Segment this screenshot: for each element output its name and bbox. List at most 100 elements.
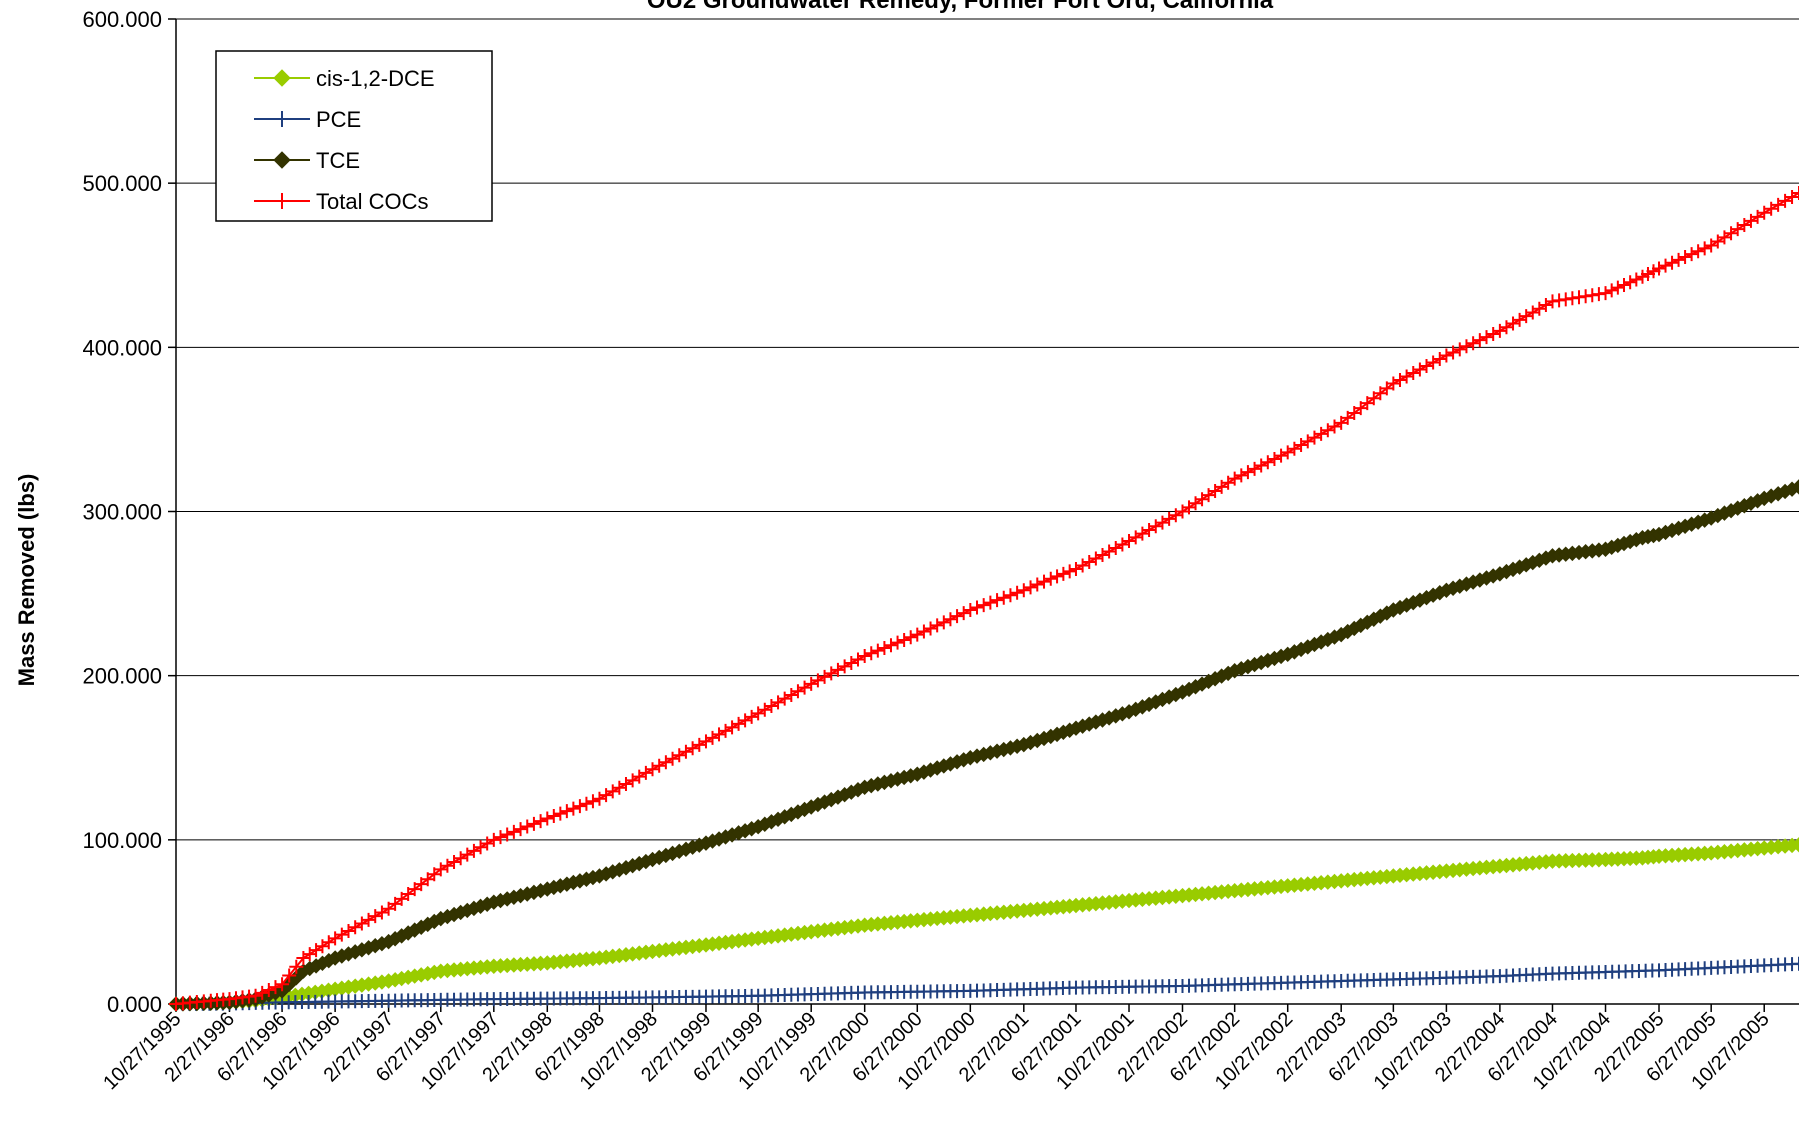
legend-marker <box>274 111 290 127</box>
data-point <box>910 627 925 642</box>
y-axis: 0.000 100.000 200.000 300.000 400.000 500.000… <box>82 7 177 1017</box>
data-point <box>1386 376 1401 391</box>
data-point <box>645 762 660 777</box>
data-point <box>1068 561 1083 576</box>
data-point <box>1697 241 1712 256</box>
data-point <box>923 621 938 636</box>
data-point <box>943 612 958 627</box>
data-point <box>520 819 535 834</box>
data-point <box>1452 342 1467 357</box>
data-point <box>1671 252 1686 267</box>
legend-entry: TCE <box>254 148 360 173</box>
data-point <box>1439 348 1454 363</box>
data-point <box>744 709 759 724</box>
data-point <box>698 734 713 749</box>
data-point <box>1227 471 1242 486</box>
data-point <box>850 652 865 667</box>
data-point <box>810 673 825 688</box>
legend-entry: Total COCs <box>254 189 428 214</box>
data-point <box>890 635 905 650</box>
data-point <box>665 751 680 766</box>
y-tick-label: 300.000 <box>82 500 162 525</box>
data-point <box>1016 583 1031 598</box>
data-point <box>1240 465 1255 480</box>
data-point <box>1479 330 1494 345</box>
data-point <box>261 983 276 998</box>
data-point <box>1095 548 1110 563</box>
data-point <box>1392 372 1407 387</box>
data-point <box>1010 585 1025 600</box>
data-point <box>255 985 270 1000</box>
data-point <box>559 804 574 819</box>
data-point <box>1466 336 1481 351</box>
data-point <box>1043 571 1058 586</box>
series-pce <box>169 956 1799 1011</box>
data-point <box>738 713 753 728</box>
data-point <box>1082 554 1097 569</box>
data-point <box>1003 588 1018 603</box>
data-point <box>1591 287 1606 302</box>
data-point <box>1432 352 1447 367</box>
legend-entry: PCE <box>254 107 361 132</box>
data-point <box>1267 451 1282 466</box>
data-point <box>1108 541 1123 556</box>
data-point <box>1558 292 1573 307</box>
data-point <box>282 968 297 983</box>
legend-marker <box>274 193 290 209</box>
data-point <box>1678 250 1693 265</box>
data-point <box>1629 272 1644 287</box>
series-tce <box>168 479 1799 1012</box>
data-point <box>685 741 700 756</box>
gridlines <box>176 18 1799 841</box>
y-tick-label: 500.000 <box>82 171 162 196</box>
data-point <box>950 609 965 624</box>
data-point <box>275 977 290 992</box>
data-point <box>916 624 931 639</box>
data-point <box>1037 574 1052 589</box>
legend-label: TCE <box>316 148 360 173</box>
data-point <box>936 615 951 630</box>
legend: cis-1,2-DCE PCE TCE Total COCs <box>215 50 493 222</box>
data-point <box>1426 355 1441 370</box>
data-point <box>718 723 733 738</box>
data-point <box>533 814 548 829</box>
data-point <box>1604 283 1619 298</box>
legend-label: Total COCs <box>316 189 428 214</box>
data-point <box>1486 326 1501 341</box>
data-point <box>864 646 879 661</box>
plot-series <box>168 186 1799 1012</box>
data-point <box>1684 247 1699 262</box>
data-point <box>526 816 541 831</box>
data-point <box>289 959 304 974</box>
data-point <box>1610 280 1625 295</box>
data-point <box>1578 289 1593 304</box>
data-point <box>844 655 859 670</box>
data-point <box>486 832 501 847</box>
data-point <box>976 598 991 613</box>
data-point <box>1652 261 1666 276</box>
data-point <box>572 799 587 814</box>
data-point <box>824 666 839 681</box>
data-point <box>513 822 528 837</box>
data-point <box>1419 359 1434 374</box>
data-point <box>990 593 1005 608</box>
data-point <box>1472 333 1487 348</box>
data-point <box>830 662 845 677</box>
data-point <box>1658 258 1673 273</box>
data-point <box>692 737 707 752</box>
data-point <box>870 643 885 658</box>
data-point <box>1623 275 1638 290</box>
data-point <box>1102 544 1117 559</box>
data-point <box>540 811 555 826</box>
data-point <box>658 755 673 770</box>
legend-marker <box>273 151 291 169</box>
data-point <box>1075 558 1090 573</box>
data-point <box>652 758 667 773</box>
data-point <box>903 630 918 645</box>
data-point <box>963 603 978 617</box>
data-point <box>1056 566 1071 581</box>
data-point <box>731 716 746 731</box>
data-point <box>672 748 687 763</box>
data-point <box>1552 293 1567 308</box>
legend-entry: cis-1,2-DCE <box>254 66 435 91</box>
